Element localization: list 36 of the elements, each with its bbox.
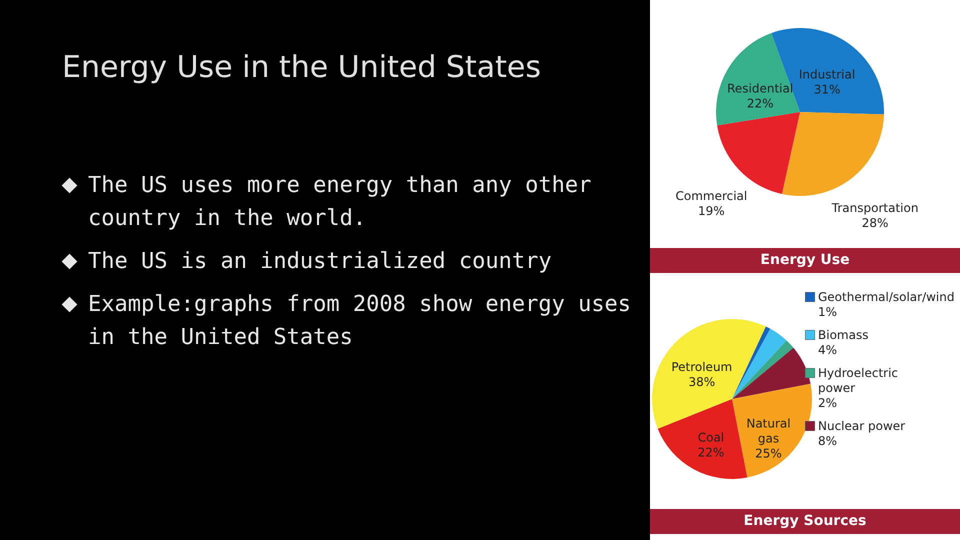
pie-slice bbox=[732, 348, 811, 399]
slice-label: Transportation bbox=[830, 201, 918, 216]
slice-label: Natural gas bbox=[746, 416, 791, 446]
text: The US uses more energy than any other country in the world. bbox=[87, 172, 592, 233]
pie-slice bbox=[732, 340, 794, 399]
pie-slice bbox=[732, 326, 770, 399]
data-label: 22% bbox=[698, 446, 724, 460]
text: Example:graphs from 2008 show energy uses in the United States bbox=[87, 291, 632, 352]
data-label: 31% bbox=[814, 82, 840, 97]
text: The US is an industrialized country bbox=[87, 248, 553, 276]
pie-slice bbox=[732, 384, 812, 478]
data-label: 22% bbox=[746, 96, 774, 111]
data-label: 25% bbox=[755, 446, 782, 461]
data-label: 38% bbox=[688, 375, 716, 390]
text: Energy Use bbox=[650, 248, 960, 273]
slice-label: Industrial bbox=[798, 68, 856, 82]
slice-label: Petroleum bbox=[671, 360, 732, 374]
pie-slice bbox=[658, 399, 748, 479]
slice-label: Coal bbox=[698, 430, 724, 445]
data-label: 1% bbox=[818, 305, 838, 319]
data-label: 4% bbox=[818, 343, 838, 357]
data-label: 28% bbox=[862, 216, 888, 230]
legend-label: Hydroelectric power bbox=[818, 366, 898, 395]
legend-label: Geothermal/solar/wind bbox=[818, 290, 954, 304]
data-label: 2% bbox=[818, 396, 838, 410]
text: Energy Sources bbox=[650, 509, 960, 534]
text: Energy Use in the United States bbox=[62, 50, 542, 85]
pie-slice bbox=[732, 328, 787, 399]
pie-slice bbox=[716, 33, 800, 126]
legend-label: Nuclear power bbox=[818, 419, 906, 433]
data-label: 8% bbox=[818, 434, 838, 448]
data-label: 19% bbox=[698, 204, 725, 218]
legend-label: Biomass bbox=[818, 328, 868, 342]
slice-label: Residential bbox=[727, 82, 794, 96]
slice-label: Commercial bbox=[675, 188, 748, 203]
pie-slice bbox=[782, 112, 884, 196]
